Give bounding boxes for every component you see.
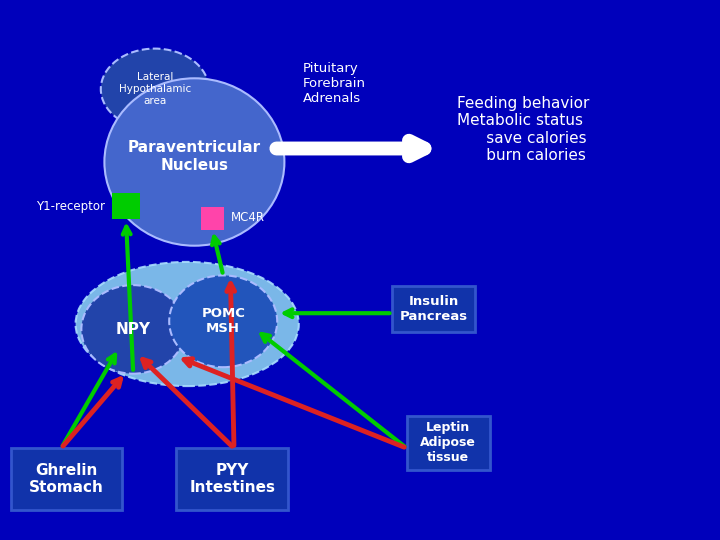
Text: Feeding behavior
Metabolic status
      save calories
      burn calories: Feeding behavior Metabolic status save c… <box>457 96 590 163</box>
Text: Leptin
Adipose
tissue: Leptin Adipose tissue <box>420 421 476 464</box>
FancyBboxPatch shape <box>176 448 288 510</box>
Ellipse shape <box>76 262 299 386</box>
Text: PYY
Intestines: PYY Intestines <box>189 463 275 496</box>
Text: Pituitary
Forebrain
Adrenals: Pituitary Forebrain Adrenals <box>302 62 365 105</box>
FancyBboxPatch shape <box>201 207 224 229</box>
Text: Y1-receptor: Y1-receptor <box>36 200 105 213</box>
Text: POMC
MSH: POMC MSH <box>202 307 245 335</box>
FancyBboxPatch shape <box>392 286 475 332</box>
Ellipse shape <box>81 285 185 374</box>
Ellipse shape <box>104 78 284 246</box>
FancyBboxPatch shape <box>407 416 490 470</box>
Text: NPY: NPY <box>116 322 150 337</box>
Ellipse shape <box>169 275 277 367</box>
Text: Ghrelin
Stomach: Ghrelin Stomach <box>30 463 104 496</box>
FancyBboxPatch shape <box>11 448 122 510</box>
FancyBboxPatch shape <box>112 193 140 219</box>
Ellipse shape <box>101 49 209 130</box>
Text: Insulin
Pancreas: Insulin Pancreas <box>400 295 468 323</box>
Text: Lateral
Hypothalamic
area: Lateral Hypothalamic area <box>119 72 191 106</box>
Text: Paraventricular
Nucleus: Paraventricular Nucleus <box>128 140 261 173</box>
Text: MC4R: MC4R <box>230 211 264 224</box>
